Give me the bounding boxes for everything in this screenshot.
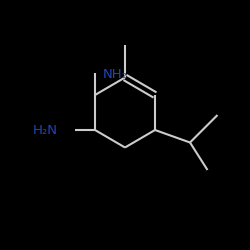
Text: NH₂: NH₂: [102, 68, 128, 80]
Text: H₂N: H₂N: [32, 124, 58, 136]
